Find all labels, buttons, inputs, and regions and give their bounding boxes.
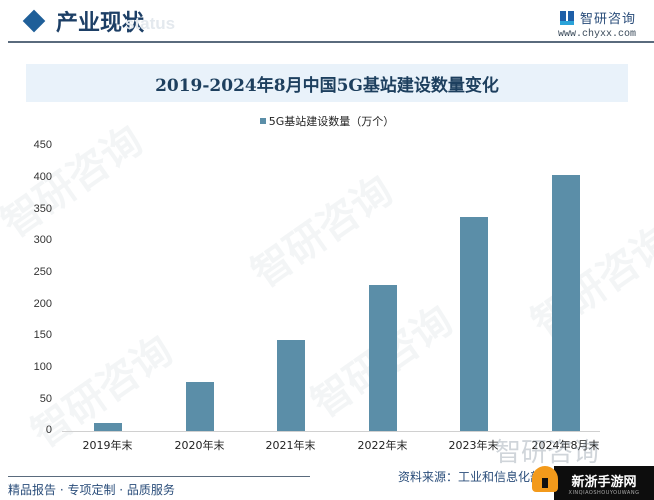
chart-title-band: 2019-2024年8月中国5G基站建设数量变化 — [26, 64, 628, 102]
legend-swatch-icon — [259, 118, 266, 124]
x-tick: 2021年末 — [265, 439, 316, 452]
x-tick: 2023年末 — [448, 439, 499, 452]
x-axis-line — [62, 431, 600, 432]
bar-2022 — [369, 285, 397, 431]
footer-tagline: 精品报告 · 专项定制 · 品质服务 — [8, 483, 175, 497]
x-tick: 2019年末 — [82, 439, 133, 452]
x-tick: 2022年末 — [357, 439, 408, 452]
x-tick: 2024年8月末 — [531, 439, 600, 452]
footer-divider — [8, 476, 310, 477]
y-tick: 450 — [33, 139, 52, 151]
brand-logo: 智研咨询 www.chyxx.com — [558, 8, 636, 40]
bar-2023 — [460, 217, 488, 431]
section-header: 产业现状 — [20, 4, 144, 38]
site-badge[interactable]: 新浙手游网 XINQIAOSHOUYOUWANG — [532, 466, 654, 500]
legend-label: 5G基站建设数量（万个） — [268, 115, 395, 128]
chart-legend: 5G基站建设数量（万个） — [0, 113, 654, 129]
logo-url: www.chyxx.com — [557, 29, 636, 40]
y-tick: 150 — [33, 329, 52, 341]
y-tick: 350 — [33, 203, 52, 215]
logo-name: 智研咨询 — [579, 12, 636, 27]
bar-2024-aug — [552, 175, 580, 431]
bar-2021 — [277, 340, 305, 431]
y-tick: 50 — [39, 393, 52, 405]
y-tick: 250 — [33, 266, 52, 278]
header-ghost-text: status — [125, 14, 176, 33]
badge-subtitle: XINQIAOSHOUYOUWANG — [568, 489, 640, 496]
x-tick: 2020年末 — [174, 439, 225, 452]
y-tick: 300 — [33, 234, 52, 246]
bottom-watermark: 智研咨询 — [495, 438, 600, 468]
y-tick: 400 — [33, 171, 52, 183]
y-tick: 200 — [33, 298, 52, 310]
y-tick: 100 — [33, 361, 52, 373]
chyxx-logo-icon — [559, 10, 574, 25]
bar-2019 — [94, 423, 122, 431]
header-divider — [8, 41, 654, 43]
badge-title: 新浙手游网 — [571, 474, 637, 490]
section-title: 产业现状 — [56, 10, 145, 36]
chart-title: 2019-2024年8月中国5G基站建设数量变化 — [155, 75, 499, 96]
house-logo-icon — [532, 466, 558, 492]
y-tick: 0 — [45, 424, 52, 436]
bar-2020 — [186, 382, 214, 431]
